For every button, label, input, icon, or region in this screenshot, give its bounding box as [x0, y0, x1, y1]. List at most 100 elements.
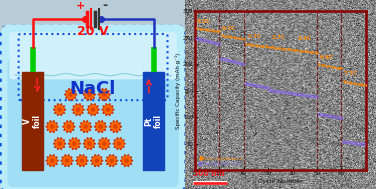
Point — [304, 94, 310, 97]
Point — [209, 29, 215, 32]
Text: 1.7C: 1.7C — [247, 34, 261, 39]
Circle shape — [125, 159, 128, 162]
Point — [275, 46, 281, 50]
Circle shape — [82, 123, 89, 131]
Point — [238, 62, 244, 65]
Point — [194, 27, 200, 30]
Circle shape — [74, 106, 82, 114]
Point — [290, 92, 296, 95]
Point — [248, 43, 254, 46]
Point — [316, 63, 322, 66]
Point — [341, 80, 347, 83]
Point — [206, 29, 212, 32]
Point — [262, 45, 268, 48]
Circle shape — [65, 123, 73, 131]
Point — [321, 114, 327, 117]
Point — [331, 66, 337, 69]
Text: 500 nm: 500 nm — [193, 169, 224, 178]
Point — [346, 81, 352, 84]
Point — [326, 65, 332, 68]
Point — [363, 84, 369, 87]
Point — [260, 45, 266, 48]
Point — [226, 35, 232, 38]
Polygon shape — [91, 155, 103, 167]
FancyBboxPatch shape — [8, 59, 179, 187]
Circle shape — [114, 125, 117, 128]
Point — [228, 35, 235, 38]
Point — [329, 65, 335, 68]
Legend: V₂O₅ nanoflowers, Spindle-like V₂O₅: V₂O₅ nanoflowers, Spindle-like V₂O₅ — [197, 155, 243, 168]
Point — [302, 94, 308, 97]
Point — [236, 62, 242, 65]
Polygon shape — [83, 88, 96, 101]
Circle shape — [65, 159, 68, 162]
Point — [223, 34, 229, 37]
Point — [280, 47, 286, 50]
Circle shape — [100, 91, 108, 98]
Point — [204, 28, 210, 31]
Point — [282, 47, 288, 50]
Polygon shape — [68, 138, 81, 150]
Circle shape — [78, 157, 86, 165]
Point — [363, 143, 369, 146]
Point — [311, 95, 317, 98]
Circle shape — [93, 157, 101, 165]
Point — [350, 142, 356, 145]
Point — [238, 37, 244, 40]
Polygon shape — [94, 121, 107, 133]
Point — [314, 51, 320, 54]
Polygon shape — [98, 138, 111, 150]
Point — [358, 143, 364, 146]
Point — [285, 48, 291, 51]
Polygon shape — [61, 155, 73, 167]
Circle shape — [80, 159, 83, 162]
Point — [255, 85, 261, 88]
Circle shape — [91, 108, 95, 111]
Point — [270, 90, 276, 93]
Circle shape — [100, 140, 108, 148]
Polygon shape — [87, 104, 99, 116]
Point — [253, 44, 259, 47]
Polygon shape — [79, 121, 92, 133]
Point — [197, 27, 203, 30]
Polygon shape — [113, 138, 126, 150]
Point — [275, 90, 281, 93]
Circle shape — [63, 157, 71, 165]
Point — [199, 27, 205, 30]
Point — [285, 91, 291, 94]
Circle shape — [48, 157, 56, 165]
Point — [341, 141, 347, 144]
Polygon shape — [64, 88, 77, 101]
Point — [206, 40, 212, 43]
Point — [304, 50, 310, 53]
Text: 3.4C: 3.4C — [297, 36, 311, 41]
Point — [334, 116, 340, 119]
Polygon shape — [53, 104, 66, 116]
Point — [319, 63, 325, 66]
Point — [216, 43, 222, 46]
Circle shape — [108, 157, 115, 165]
Text: 3.7C: 3.7C — [272, 35, 286, 40]
Point — [243, 82, 249, 85]
Point — [262, 86, 268, 89]
Circle shape — [50, 159, 54, 162]
Point — [199, 39, 205, 42]
Point — [299, 49, 305, 52]
Circle shape — [85, 140, 93, 148]
Point — [221, 34, 227, 37]
Point — [272, 90, 278, 93]
Circle shape — [103, 93, 106, 96]
Point — [202, 28, 208, 31]
Text: V
foil: V foil — [23, 114, 42, 128]
Polygon shape — [120, 155, 133, 167]
Polygon shape — [46, 155, 58, 167]
Point — [348, 141, 354, 144]
Point — [280, 91, 286, 94]
Point — [241, 63, 247, 66]
Point — [202, 39, 208, 42]
Point — [355, 83, 361, 86]
Point — [321, 64, 327, 67]
Circle shape — [89, 106, 97, 114]
Point — [223, 59, 229, 62]
Bar — [22, 72, 43, 170]
